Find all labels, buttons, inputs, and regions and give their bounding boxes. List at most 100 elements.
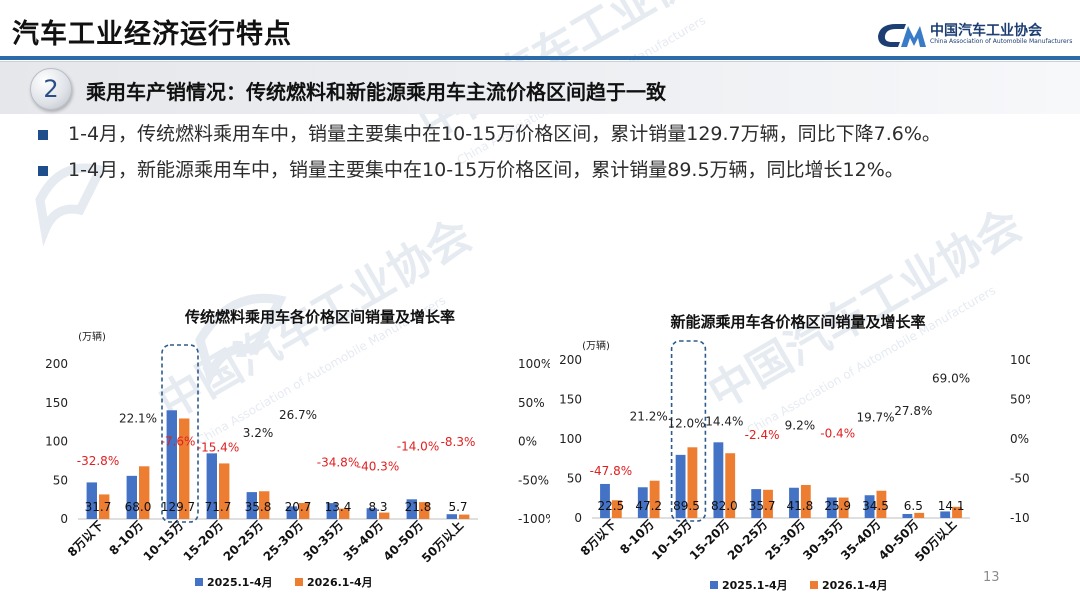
category-label: 20-25万 <box>725 517 771 563</box>
growth-rate-label: 14.4% <box>705 415 743 429</box>
category-label: 35-40万 <box>838 517 884 563</box>
bar-2026 <box>952 506 962 518</box>
bar-2026 <box>649 480 660 518</box>
legend-label-2026: 2026.1-4月 <box>307 576 373 589</box>
page-number: 13 <box>983 570 1000 585</box>
y2-tick-label: -50% <box>518 473 549 487</box>
growth-rate-label: -2.4% <box>745 428 780 442</box>
growth-rate-label: 27.8% <box>894 404 932 418</box>
bar-2025 <box>446 514 457 519</box>
bar-2026 <box>687 447 698 518</box>
bar-2025 <box>246 492 257 519</box>
unit-label: (万辆) <box>78 330 106 343</box>
bar-2025 <box>366 508 377 519</box>
bar-value-label: 8.3 <box>368 500 387 514</box>
bar-2026 <box>459 514 470 519</box>
square-bullet-icon <box>38 166 48 176</box>
y-tick-label: 150 <box>45 396 68 410</box>
growth-rate-label: 21.2% <box>630 409 668 423</box>
bullet-item: 1-4月，新能源乘用车中，销量主要集中在10-15万价格区间，累计销量89.5万… <box>38 154 1068 186</box>
y2-tick-label: 100% <box>518 357 550 371</box>
header-divider <box>0 56 1080 60</box>
bar-value-label: 47.2 <box>635 499 662 513</box>
bar-2026 <box>611 500 622 518</box>
category-label: 10-15万 <box>141 518 187 564</box>
category-label: 10-15万 <box>649 517 695 563</box>
bar-2026 <box>763 489 773 518</box>
y-tick-label: 100 <box>45 435 68 449</box>
bar-2025 <box>675 454 686 518</box>
bar-value-label: 21.8 <box>405 500 432 514</box>
bar-2026 <box>339 508 350 519</box>
legend-swatch-2025 <box>710 581 718 589</box>
bar-2026 <box>139 466 150 519</box>
category-label: 50万以上 <box>418 518 466 566</box>
section-number-badge <box>30 68 72 110</box>
logo-en-text: China Association of Automobile Manufact… <box>930 38 1073 45</box>
bar-2025 <box>206 453 217 519</box>
caam-logo-icon <box>878 24 926 47</box>
y-tick-label: 200 <box>45 357 68 371</box>
bar-2025 <box>902 513 913 518</box>
chart-title: 传统燃料乘用车各价格区间销量及增长率 <box>184 308 455 326</box>
bullet-text: 1-4月，新能源乘用车中，销量主要集中在10-15万价格区间，累计销量89.5万… <box>68 159 904 181</box>
highlight-box <box>161 344 199 523</box>
section-title: 乘用车产销情况：传统燃料和新能源乘用车主流价格区间趋于一致 <box>86 80 666 104</box>
y2-tick-label: -100% <box>1010 511 1030 525</box>
bar-2025 <box>789 487 799 518</box>
bar-value-label: 35.7 <box>749 499 776 513</box>
chart-new-energy: 新能源乘用车各价格区间销量及增长率 (万辆) 0 50 100 150 200 -100% -5… <box>559 313 1030 592</box>
highlight-box <box>670 340 707 522</box>
y-tick-label: 50 <box>53 473 68 487</box>
category-label: 20-25万 <box>221 518 267 564</box>
y2-tick-label: 50% <box>1010 393 1030 407</box>
bar-2025 <box>126 475 137 519</box>
header: 汽车工业经济运行特点 中国汽车工业协会 China Association of… <box>0 0 1080 56</box>
y-tick-label: 150 <box>559 393 582 407</box>
bar-2025 <box>637 487 648 518</box>
growth-rate-label: -47.8% <box>590 464 632 478</box>
legend-swatch-2026 <box>295 578 303 586</box>
bar-value-label: 82.0 <box>711 499 738 513</box>
legend-label-2025: 2025.1-4月 <box>207 576 273 589</box>
page-title: 汽车工业经济运行特点 <box>12 19 292 50</box>
bar-2026 <box>876 490 887 518</box>
category-label: 8-10万 <box>107 518 147 558</box>
category-label: 25-30万 <box>762 517 808 563</box>
bar-2025 <box>940 511 951 518</box>
category-label: 30-35万 <box>301 518 347 564</box>
bar-value-label: 31.7 <box>85 500 112 514</box>
bar-2025 <box>406 499 417 519</box>
bar-value-label: 89.5 <box>673 499 700 513</box>
legend-label-2026: 2026.1-4月 <box>822 579 888 592</box>
category-label: 8万以下 <box>65 518 106 559</box>
bar-2026 <box>800 484 811 518</box>
growth-rate-label: -0.4% <box>820 426 855 440</box>
bar-value-label: 5.7 <box>448 500 467 514</box>
category-label: 35-40万 <box>341 518 387 564</box>
section-number: 2 <box>43 75 59 103</box>
bar-value-label: 41.8 <box>787 499 814 513</box>
growth-rate-label: -7.6% <box>161 434 196 448</box>
bar-2025 <box>326 503 337 519</box>
bar-value-label: 6.5 <box>904 499 923 513</box>
bar-value-label: 13.4 <box>325 500 352 514</box>
y2-tick-label: -50% <box>1010 472 1030 486</box>
bar-2026 <box>725 453 736 518</box>
y2-tick-label: 0% <box>1010 432 1029 446</box>
bar-2026 <box>419 502 430 519</box>
bar-value-label: 25.9 <box>824 499 851 513</box>
bar-value-label: 129.7 <box>161 500 195 514</box>
category-label: 25-30万 <box>261 518 307 564</box>
bar-value-label: 35.8 <box>245 500 272 514</box>
chart-title: 新能源乘用车各价格区间销量及增长率 <box>670 313 925 331</box>
bar-2025 <box>713 442 724 518</box>
bar-value-label: 71.7 <box>205 500 232 514</box>
y-tick-label: 50 <box>567 472 582 486</box>
category-label: 15-20万 <box>181 518 227 564</box>
category-label: 15-20万 <box>687 517 733 563</box>
growth-rate-label: 19.7% <box>856 410 894 424</box>
growth-rate-label: 12.0% <box>667 417 705 431</box>
category-label: 30-35万 <box>800 517 846 563</box>
growth-rate-label: 22.1% <box>119 411 157 425</box>
